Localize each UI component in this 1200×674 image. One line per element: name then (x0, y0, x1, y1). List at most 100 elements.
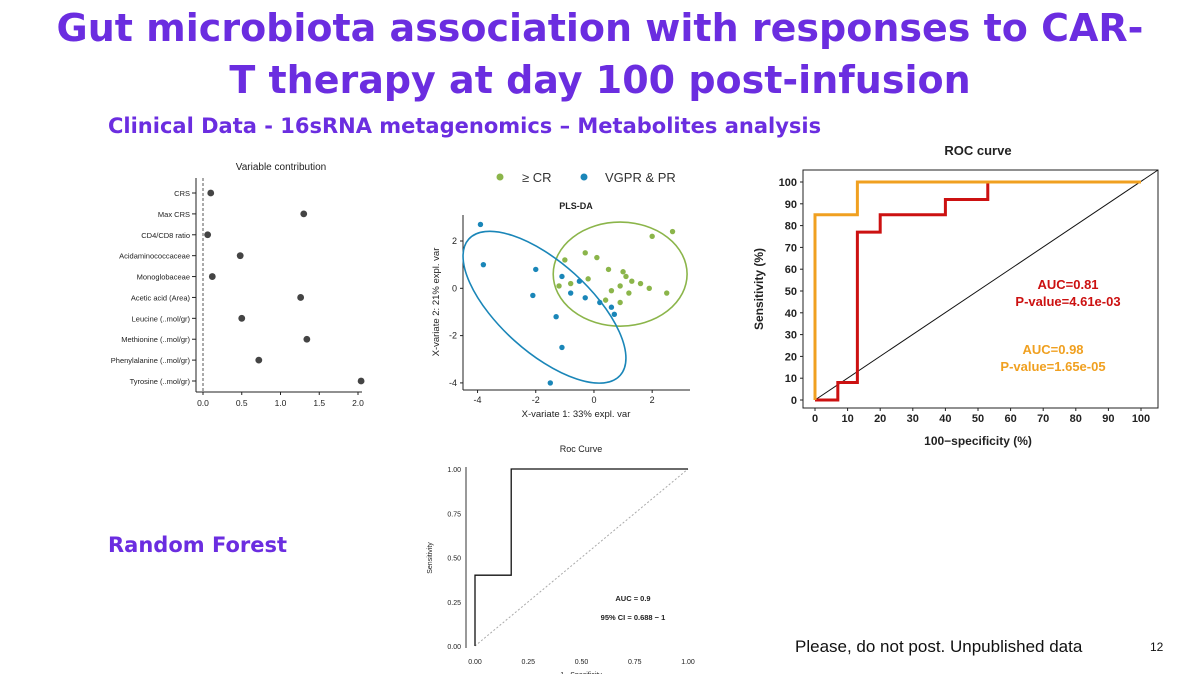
cr-point (669, 228, 676, 235)
random-forest-label: Random Forest (108, 533, 288, 557)
rf-x-tick-label: 0.75 (628, 659, 642, 666)
page-number: 12 (1150, 640, 1164, 654)
roc-y-tick-label: 30 (785, 330, 797, 342)
roc-x-tick-label: 20 (874, 413, 886, 425)
roc-diagonal (814, 169, 1159, 401)
cr-point (664, 290, 670, 296)
plsda-y-tick-label: -2 (449, 331, 457, 341)
vgpr-point (477, 221, 484, 228)
legend-cr-label: ≥ CR (522, 170, 552, 185)
var-point (236, 252, 244, 260)
vgpr-point (576, 278, 583, 284)
var-x-tick-label: 2.0 (352, 398, 364, 408)
var-point (357, 377, 365, 385)
var-x-tick-label: 1.0 (275, 398, 287, 408)
roc-y-tick-label: 40 (785, 308, 797, 320)
rf-ci-label: 95% CI = 0.688 − 1 (601, 613, 666, 622)
unpublished-note: Please, do not post. Unpublished data (795, 637, 1083, 656)
cr-point (594, 254, 600, 261)
var-point (300, 210, 308, 218)
plsda-x-tick-label: 0 (591, 395, 596, 405)
roc-y-tick-label: 100 (779, 177, 797, 189)
roc-x-tick-label: 0 (812, 413, 818, 425)
var-category-label: Monoglobaceae (137, 273, 190, 282)
var-point (255, 356, 263, 364)
rf-y-tick-label: 0.75 (447, 511, 461, 518)
cr-point (617, 283, 623, 289)
cr-point (637, 280, 644, 287)
vgpr-point (611, 311, 618, 318)
plsda-y-tick-label: -4 (449, 378, 457, 388)
legend-vgpr-label: VGPR & PR (605, 170, 676, 185)
var-category-label: Acetic acid (Area) (131, 293, 191, 302)
cr-point (585, 276, 591, 282)
roc-pvalue-label: P-value=4.61e-03 (1015, 294, 1120, 309)
rf-y-label: Sensitivity (427, 542, 434, 574)
roc-x-tick-label: 40 (939, 413, 951, 425)
rf-x-label: 1 - Specificity (560, 672, 602, 674)
var-category-label: CRS (174, 189, 190, 198)
roc-frame (802, 169, 1159, 409)
roc-auc-label: AUC=0.81 (1037, 277, 1098, 292)
rf-roc-curve (474, 468, 688, 646)
plsda-title: PLS-DA (559, 201, 593, 211)
var-category-label: Tyrosine (..mol/gr) (130, 377, 191, 386)
plsda-x-tick-label: -2 (532, 395, 540, 405)
rf-y-tick-label: 1.00 (447, 467, 461, 474)
cr-point (608, 287, 615, 294)
var-point (204, 231, 212, 239)
roc-x-tick-label: 80 (1070, 413, 1082, 425)
roc-x-tick-label: 90 (1102, 413, 1114, 425)
var-point (207, 189, 215, 197)
roc-y-tick-label: 50 (785, 286, 797, 298)
rf-y-tick-label: 0.25 (447, 600, 461, 607)
var-category-label: Acidaminococcaceae (119, 252, 190, 261)
vgpr-point (567, 290, 574, 296)
roc-pvalue-label: P-value=1.65e-05 (1000, 359, 1105, 374)
vgpr-point (480, 261, 487, 268)
vgpr-point (533, 266, 539, 273)
rf-x-tick-label: 1.00 (681, 659, 695, 666)
cr-point (623, 273, 629, 280)
var-x-tick-label: 0.5 (236, 398, 248, 408)
cr-point (617, 299, 623, 306)
roc-red-curve (815, 180, 1141, 402)
var-category-label: CD4/CD8 ratio (141, 231, 190, 240)
plsda-y-tick-label: 0 (452, 283, 457, 293)
roc-orange-curve (813, 180, 1141, 400)
plsda-y-tick-label: 2 (452, 236, 457, 246)
rf-x-tick-label: 0.50 (575, 659, 589, 666)
plsda-x-tick-label: -4 (474, 395, 482, 405)
vgpr-point (547, 380, 554, 386)
cr-point (602, 297, 609, 303)
roc-y-tick-label: 80 (785, 221, 797, 233)
var-category-label: Max CRS (158, 210, 190, 219)
roc-y-label: Sensitivity (%) (752, 248, 766, 330)
slide-title: Gut microbiota association with response… (0, 2, 1200, 106)
roc-title: ROC curve (944, 143, 1011, 158)
vgpr-point (582, 295, 588, 301)
rf-y-tick-label: 0.50 (447, 556, 461, 563)
var-chart-title: Variable contribution (236, 162, 326, 173)
rf-roc-title: Roc Curve (560, 444, 603, 454)
cr-point (582, 250, 588, 256)
roc-y-tick-label: 20 (785, 351, 797, 363)
var-x-tick-label: 0.0 (197, 398, 209, 408)
var-x-tick-label: 1.5 (313, 398, 325, 408)
cr-point (556, 283, 562, 289)
var-point (303, 335, 311, 343)
roc-x-tick-label: 30 (907, 413, 919, 425)
plsda-y-label: X-variate 2: 21% expl. var (431, 248, 442, 357)
roc-x-tick-label: 10 (841, 413, 853, 425)
legend-vgpr-marker (580, 173, 588, 181)
roc-x-label: 100−specificity (%) (924, 434, 1032, 448)
roc-y-tick-label: 70 (785, 242, 797, 254)
rf-y-tick-label: 0.00 (447, 644, 461, 651)
cr-ellipse (552, 221, 688, 327)
var-category-label: Methionine (..mol/gr) (121, 335, 190, 344)
rf-x-tick-label: 0.25 (521, 659, 535, 666)
roc-auc-label: AUC=0.98 (1022, 342, 1083, 357)
